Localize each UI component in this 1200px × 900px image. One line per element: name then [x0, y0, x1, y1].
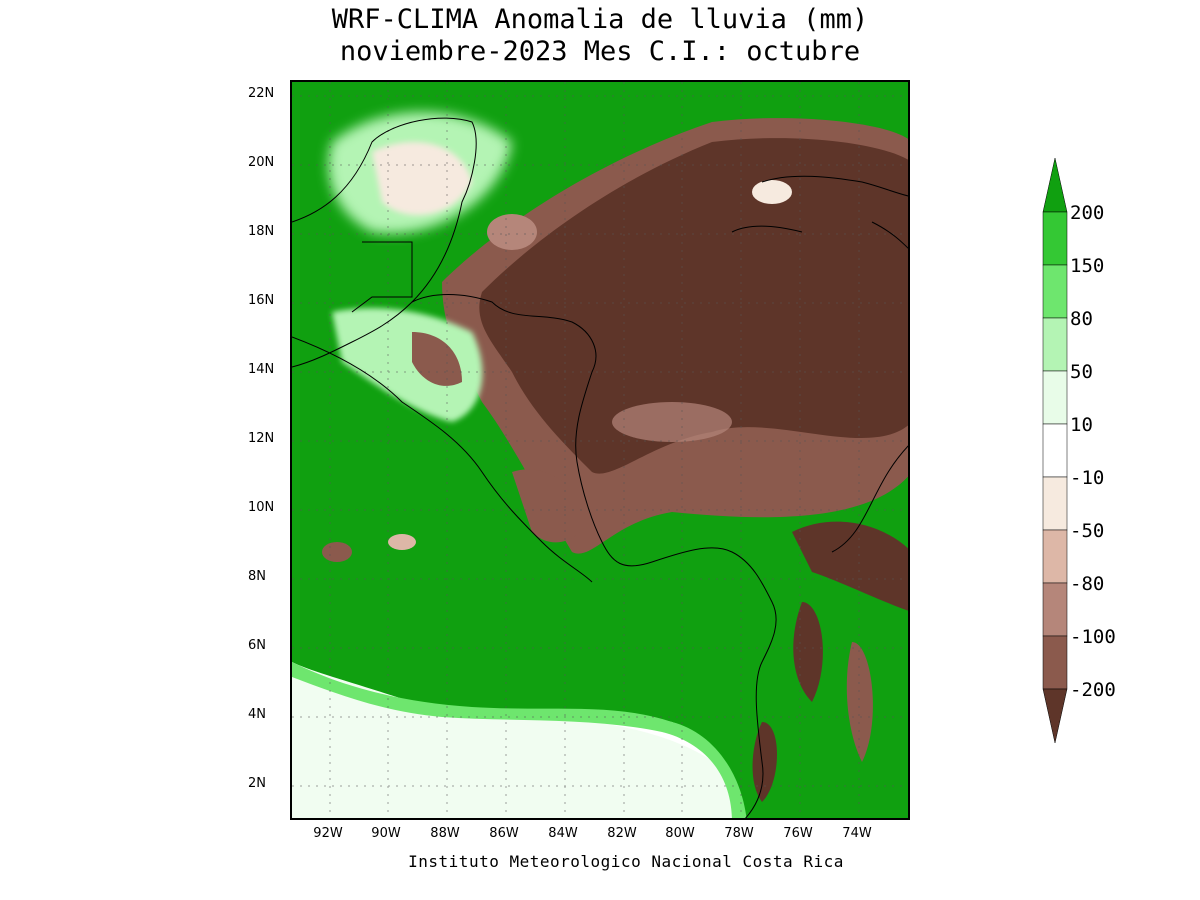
- legend-bar: [1042, 157, 1068, 744]
- lat-label-18n: 18N: [248, 224, 275, 239]
- anomaly-map: [290, 80, 910, 820]
- lat-label-12n: 12N: [248, 431, 275, 446]
- pale-transition-band: [292, 642, 761, 818]
- dry-region-light-spot: [752, 180, 792, 204]
- lon-label-92w: 92W: [313, 826, 343, 841]
- lon-label-82w: 82W: [607, 826, 637, 841]
- central-america-dry-patch: [412, 332, 462, 386]
- panama-dry-patch: [512, 469, 592, 543]
- lon-label-78w: 78W: [724, 826, 754, 841]
- map-title-line1: WRF-CLIMA Anomalia de lluvia (mm): [331, 4, 869, 35]
- legend-bin: [1042, 370, 1068, 425]
- legend-label: -10: [1070, 467, 1105, 489]
- lat-label-8n: 8N: [248, 569, 266, 584]
- anomaly-field: [292, 82, 908, 818]
- legend-bin: [1042, 529, 1068, 584]
- legend-arrow-top: [1042, 157, 1068, 213]
- lat-label-14n: 14N: [248, 362, 275, 377]
- legend-label: 80: [1070, 308, 1093, 330]
- yucatan-neutral-patch: [372, 142, 472, 216]
- colombia-dry-streak: [793, 602, 823, 702]
- lat-label-16n: 16N: [248, 293, 275, 308]
- legend-label: -200: [1070, 679, 1116, 701]
- lon-label-80w: 80W: [665, 826, 695, 841]
- dry-region-spot: [612, 402, 732, 442]
- graticule: [292, 82, 908, 818]
- legend-label: -100: [1070, 626, 1116, 648]
- central-america-pale-patch: [332, 308, 483, 422]
- colombia-dry-streak: [792, 521, 908, 611]
- lon-label-90w: 90W: [371, 826, 401, 841]
- coastlines: [292, 117, 908, 818]
- legend-label: 10: [1070, 414, 1093, 436]
- pacific-dry-blob: [322, 542, 352, 562]
- lat-label-10n: 10N: [248, 500, 275, 515]
- color-legend: 200 150 80 50 10 -10 -50 -80 -100 -200: [1040, 150, 1160, 750]
- legend-bin: [1042, 264, 1068, 319]
- lat-label-22n: 22N: [248, 86, 275, 101]
- legend-label: 50: [1070, 361, 1093, 383]
- lon-label-84w: 84W: [548, 826, 578, 841]
- legend-bin: [1042, 476, 1068, 531]
- legend-bin: [1042, 317, 1068, 372]
- light-green-rim: [292, 662, 747, 818]
- legend-arrow-bottom: [1042, 688, 1068, 744]
- colombia-dry-streak: [752, 722, 777, 802]
- lat-label-6n: 6N: [248, 638, 266, 653]
- lon-label-88w: 88W: [430, 826, 460, 841]
- legend-bin: [1042, 635, 1068, 690]
- legend-bin: [1042, 423, 1068, 478]
- map-title-line2: noviembre-2023 Mes C.I.: octubre: [339, 36, 861, 67]
- lat-label-20n: 20N: [248, 155, 275, 170]
- credit-text: Instituto Meteorologico Nacional Costa R…: [408, 852, 844, 871]
- legend-bin: [1042, 582, 1068, 637]
- legend-bin: [1042, 211, 1068, 266]
- legend-label: -50: [1070, 520, 1105, 542]
- dry-region-spot: [487, 214, 537, 250]
- lon-label-74w: 74W: [842, 826, 872, 841]
- lon-label-76w: 76W: [783, 826, 813, 841]
- colombia-dry-streak: [846, 642, 873, 762]
- legend-label: 150: [1070, 255, 1105, 277]
- lat-label-2n: 2N: [248, 776, 266, 791]
- pacific-dry-blob: [388, 534, 416, 550]
- lat-label-4n: 4N: [248, 707, 266, 722]
- legend-label: -80: [1070, 573, 1105, 595]
- legend-label: 200: [1070, 202, 1105, 224]
- lon-label-86w: 86W: [489, 826, 519, 841]
